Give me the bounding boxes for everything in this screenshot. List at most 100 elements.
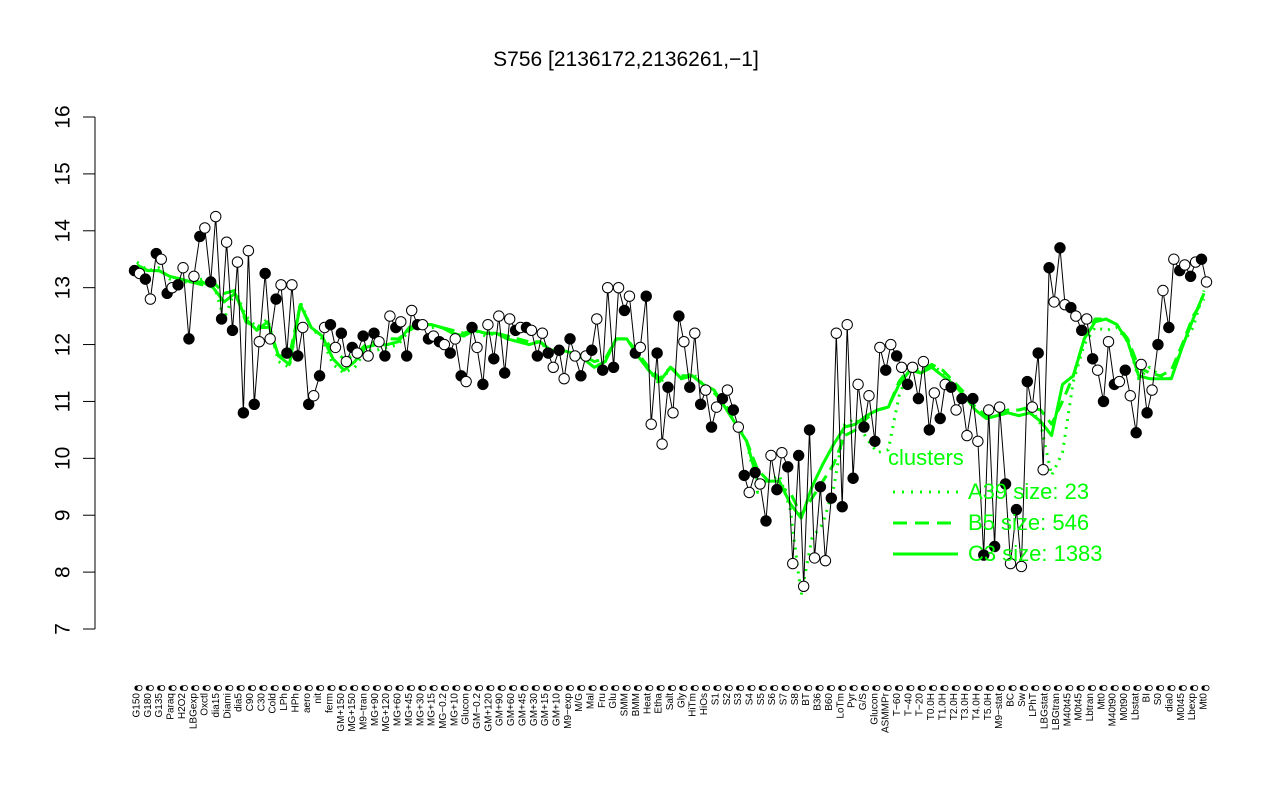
data-point-open xyxy=(547,361,559,374)
data-point-filled xyxy=(803,424,816,436)
data-point-filled xyxy=(498,367,511,379)
x-tick-label: GM+30 xyxy=(529,693,540,727)
data-point-open xyxy=(743,486,755,499)
data-point-filled xyxy=(542,347,554,359)
x-marker-circle xyxy=(919,685,926,692)
x-marker-circle xyxy=(272,685,279,692)
data-point-filled xyxy=(357,330,369,342)
data-point-open xyxy=(438,338,451,351)
x-tick-label: GM+90 xyxy=(495,693,506,727)
data-point-open xyxy=(863,390,875,402)
data-point-filled xyxy=(531,350,544,362)
y-tick-label: 16 xyxy=(52,105,75,128)
data-point-filled xyxy=(172,279,184,291)
data-point-open xyxy=(144,293,157,305)
x-marker-circle xyxy=(931,685,938,692)
x-marker-circle xyxy=(601,685,608,692)
data-point-open xyxy=(1157,284,1169,297)
x-tick-label: LBGtran xyxy=(1051,693,1062,730)
data-point-open xyxy=(645,418,657,430)
data-point-open xyxy=(275,279,287,291)
x-tick-label: HiOs xyxy=(699,693,710,715)
data-point-open xyxy=(177,262,189,274)
data-point-open xyxy=(678,336,690,348)
x-marker-circle xyxy=(1089,685,1096,692)
x-marker-circle xyxy=(1146,685,1153,692)
x-tick-label: S7 xyxy=(779,693,790,706)
data-point-open xyxy=(253,336,265,348)
data-point-filled xyxy=(564,333,576,345)
x-tick-label: M9−exp xyxy=(563,693,574,729)
data-point-filled xyxy=(477,378,489,391)
data-point-open xyxy=(1091,364,1104,376)
data-point-open xyxy=(983,404,995,416)
x-marker-circle xyxy=(738,685,745,692)
x-tick-label: aero xyxy=(302,693,313,713)
x-marker-circle xyxy=(306,685,313,692)
data-point-filled xyxy=(727,404,740,416)
x-marker-circle xyxy=(1124,685,1131,692)
x-tick-label: Gly xyxy=(676,693,687,708)
x-tick-label: GM+10 xyxy=(551,693,562,727)
x-marker-circle xyxy=(817,685,824,692)
x-tick-label: M40t45 xyxy=(1062,693,1073,727)
data-point-filled xyxy=(553,344,565,356)
x-tick-label: Pyr xyxy=(847,692,858,708)
data-point-open xyxy=(1102,336,1115,348)
x-marker-circle xyxy=(704,685,711,692)
x-tick-label: S3 xyxy=(733,693,744,706)
x-tick-label: M0t45 xyxy=(1074,693,1085,721)
y-tick-label: 14 xyxy=(52,219,75,243)
x-tick-label: T−40 xyxy=(903,693,914,717)
x-tick-label: T3.0H xyxy=(960,693,971,720)
x-tick-label: dia15 xyxy=(211,693,222,718)
data-point-filled xyxy=(673,310,685,322)
x-tick-label: MG+60 xyxy=(393,693,404,727)
data-point-filled xyxy=(215,313,228,325)
x-marker-circle xyxy=(908,685,915,692)
x-tick-label: T0.0H xyxy=(926,693,937,720)
data-point-open xyxy=(612,281,625,294)
x-marker-circle xyxy=(352,685,359,692)
x-marker-circle xyxy=(465,685,472,692)
data-point-filled xyxy=(967,392,979,405)
data-point-filled xyxy=(379,350,391,362)
data-point-open xyxy=(808,552,821,564)
x-tick-label: Lbtran xyxy=(1085,693,1096,721)
x-marker-circle xyxy=(783,685,790,692)
x-marker-circle xyxy=(261,685,268,692)
data-point-open xyxy=(656,438,668,450)
data-point-open xyxy=(797,580,810,593)
data-point-open xyxy=(264,333,276,345)
data-point-open xyxy=(416,318,429,331)
data-point-filled xyxy=(716,392,729,405)
data-point-open xyxy=(1048,296,1060,308)
data-point-filled xyxy=(825,492,838,504)
data-point-open xyxy=(297,321,309,334)
y-tick-label: 7 xyxy=(52,623,75,635)
x-tick-label: G150 xyxy=(132,693,143,718)
legend-label-b5: B5 size: 546 xyxy=(968,510,1089,535)
data-point-filled xyxy=(205,276,217,288)
data-point-filled xyxy=(237,407,250,419)
x-marker-circle xyxy=(1158,685,1165,692)
x-marker-circle xyxy=(1169,685,1176,692)
data-point-open xyxy=(623,290,636,302)
x-marker-circle xyxy=(420,685,427,692)
data-point-open xyxy=(830,327,843,339)
data-point-open xyxy=(950,404,962,416)
x-tick-label: T−60 xyxy=(892,693,903,717)
data-point-open xyxy=(1026,401,1038,413)
data-point-filled xyxy=(1054,242,1066,254)
x-tick-label: H2O2 xyxy=(177,693,188,720)
data-point-open xyxy=(895,361,908,374)
x-tick-label: M9−tran xyxy=(359,693,370,730)
data-point-filled xyxy=(792,449,805,462)
data-point-open xyxy=(1037,464,1049,476)
data-point-filled xyxy=(814,481,827,493)
data-point-filled xyxy=(1086,353,1099,365)
data-point-open xyxy=(362,350,374,362)
x-marker-circle xyxy=(204,685,211,692)
x-marker-circle xyxy=(1033,685,1040,692)
data-point-filled xyxy=(303,398,315,410)
